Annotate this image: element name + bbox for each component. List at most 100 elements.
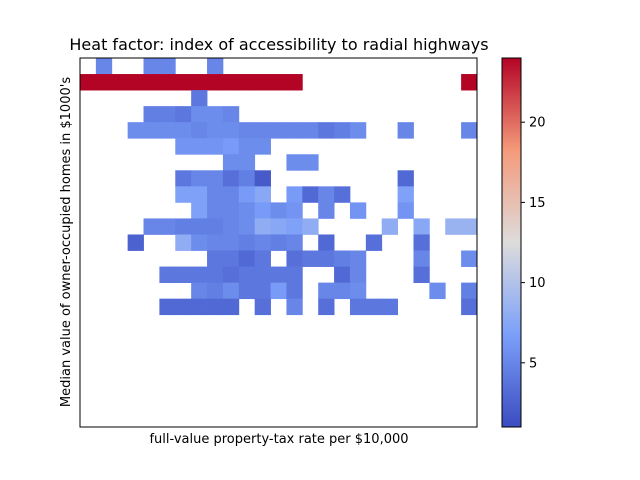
heatmap-cell xyxy=(270,202,287,219)
heatmap-cell xyxy=(159,122,176,139)
heatmap-cell xyxy=(238,122,256,139)
heatmap-cell xyxy=(286,186,303,203)
heatmap-cell xyxy=(334,186,351,203)
heatmap-cell xyxy=(207,250,224,267)
heatmap-cell xyxy=(207,218,224,235)
heatmap-cell xyxy=(254,234,271,251)
heatmap-cell xyxy=(191,266,208,284)
heatmap-cell xyxy=(222,186,240,203)
heatmap-cell xyxy=(207,138,224,155)
heatmap-cell xyxy=(318,298,335,316)
heatmap-cell xyxy=(397,170,414,187)
heatmap-cell xyxy=(254,202,271,219)
heatmap-cell xyxy=(286,250,303,267)
heatmap-cell xyxy=(175,122,192,139)
heatmap-cell xyxy=(222,234,240,251)
heatmap-cell xyxy=(238,234,256,251)
colorbar-tick-label: 15 xyxy=(529,196,546,211)
heatmap-cell xyxy=(254,298,271,316)
heatmap-cell xyxy=(222,298,240,316)
heatmap-cell xyxy=(238,282,256,300)
heatmap-cell xyxy=(286,266,303,284)
heatmap-cell xyxy=(397,186,414,203)
heatmap-cell xyxy=(191,138,208,155)
heatmap-cell xyxy=(365,234,383,251)
heatmap-cell xyxy=(80,74,97,91)
heatmap-cell xyxy=(207,106,224,123)
heatmap-cell xyxy=(254,74,271,91)
heatmap-cell xyxy=(461,250,478,267)
heatmap-cell xyxy=(286,202,303,219)
heatmap-cell xyxy=(397,202,414,219)
heatmap-cell xyxy=(286,154,303,171)
heatmap-cell xyxy=(127,234,144,251)
heatmap-cell xyxy=(270,122,287,139)
heatmap-cell xyxy=(349,266,367,284)
heatmap-cell xyxy=(143,106,160,123)
heatmap-cell xyxy=(318,250,335,267)
heatmap-cell xyxy=(191,234,208,251)
colorbar-ticks: 5 10 15 20 xyxy=(521,116,546,371)
heatmap-cell xyxy=(175,218,192,235)
colorbar xyxy=(501,57,522,428)
heatmap-cell xyxy=(222,250,240,267)
heatmap-cell xyxy=(461,218,478,235)
heatmap-cell xyxy=(175,170,192,187)
heatmap-cell xyxy=(175,298,192,316)
heatmap-cell xyxy=(286,74,303,91)
heatmap-cell xyxy=(270,234,287,251)
heatmap-cell xyxy=(127,122,144,139)
heatmap-cell xyxy=(254,218,271,235)
heatmap-cell xyxy=(286,218,303,235)
heatmap-cell xyxy=(191,122,208,139)
heatmap-cell xyxy=(207,170,224,187)
heatmap-cell xyxy=(143,58,160,75)
heatmap-cell xyxy=(207,122,224,139)
heatmap-cell xyxy=(349,250,367,267)
heatmap-cell xyxy=(238,74,256,91)
heatmap-cell xyxy=(207,298,224,316)
heatmap-cell xyxy=(207,202,224,219)
heatmap-cells xyxy=(80,58,478,316)
heatmap-cell xyxy=(175,138,192,155)
heatmap-cell xyxy=(238,202,256,219)
heatmap-cell xyxy=(318,202,335,219)
heatmap-cell xyxy=(461,74,478,91)
heatmap-cell xyxy=(207,266,224,284)
heatmap-cell xyxy=(238,170,256,187)
y-axis-label: Median value of owner-occupied homes in … xyxy=(59,77,74,407)
x-axis-label: full-value property-tax rate per $10,000 xyxy=(149,432,408,447)
heatmap-cell xyxy=(143,218,160,235)
heatmap-cell xyxy=(95,74,113,91)
heatmap-cell xyxy=(302,122,319,139)
heatmap-cell xyxy=(302,250,319,267)
heatmap-cell xyxy=(413,234,430,251)
heatmap-cell xyxy=(207,74,224,91)
heatmap-cell xyxy=(334,266,351,284)
heatmap-cell xyxy=(254,282,271,300)
heatmap-cell xyxy=(143,122,160,139)
colorbar-tick-label: 20 xyxy=(529,116,546,131)
heatmap-cell xyxy=(461,298,478,316)
heatmap-cell xyxy=(381,298,398,316)
heatmap-cell xyxy=(143,74,160,91)
heatmap-cell xyxy=(286,234,303,251)
colorbar-tick-label: 10 xyxy=(529,276,546,291)
heatmap-cell xyxy=(349,298,367,316)
heatmap-cell xyxy=(191,202,208,219)
heatmap-cell xyxy=(159,298,176,316)
heatmap-cell xyxy=(207,186,224,203)
heatmap-cell xyxy=(238,154,256,171)
heatmap-cell xyxy=(349,122,367,139)
heatmap-cell xyxy=(159,106,176,123)
heatmap-cell xyxy=(111,74,129,91)
heatmap-cell xyxy=(207,282,224,300)
heatmap-cell xyxy=(461,282,478,300)
heatmap-cell xyxy=(349,202,367,219)
heatmap-cell xyxy=(413,218,430,235)
heatmap-cell xyxy=(254,250,271,267)
colorbar-tick-label: 5 xyxy=(529,356,537,371)
heatmap-cell xyxy=(238,186,256,203)
heatmap-cell xyxy=(334,122,351,139)
